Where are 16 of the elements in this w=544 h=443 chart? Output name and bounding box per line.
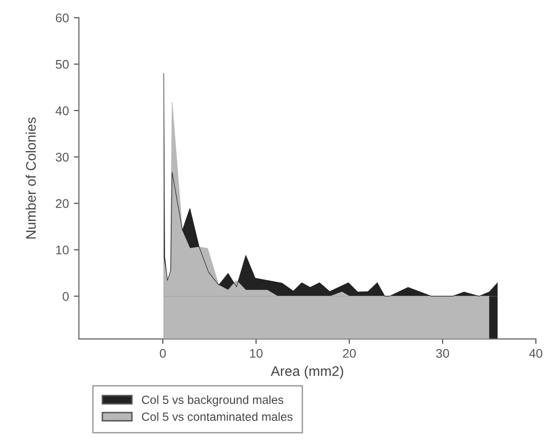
x-tick-label: 0	[160, 348, 166, 358]
x-axis-title: Area (mm2)	[270, 366, 344, 379]
x-tick-label: 30	[436, 348, 450, 358]
y-tick-label: 20	[56, 199, 69, 208]
x-tick-label: 20	[343, 348, 356, 358]
x-tick-label: 10	[250, 348, 263, 358]
y-tick-label: 10	[56, 246, 69, 254]
y-axis-title: Number of Colonies	[26, 117, 36, 239]
x-tick-label: 40	[529, 348, 542, 358]
y-tick-label: 60	[56, 14, 69, 22]
legend-label: Col 5 vs background males	[142, 395, 284, 406]
y-tick-label: 0	[62, 292, 69, 301]
y-tick-label: 40	[56, 106, 69, 116]
y-tick-label: 30	[56, 152, 69, 162]
legend-label: Col 5 vs contaminated males	[142, 412, 292, 421]
y-tick-label: 50	[56, 60, 69, 69]
